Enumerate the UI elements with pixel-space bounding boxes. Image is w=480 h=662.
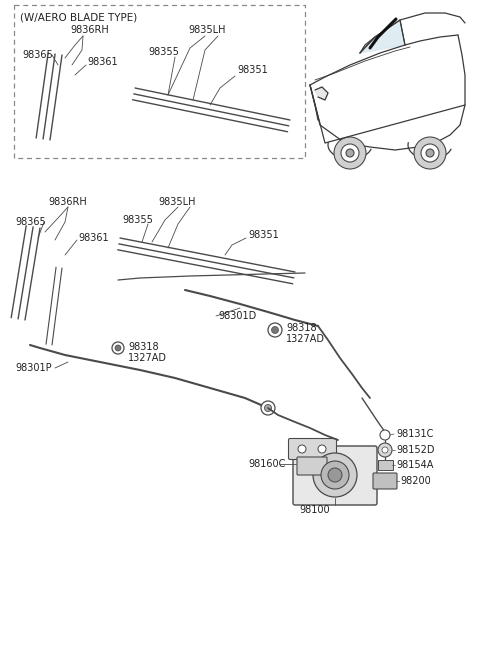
Text: 98361: 98361 <box>87 57 118 67</box>
Circle shape <box>414 137 446 169</box>
FancyBboxPatch shape <box>377 459 393 469</box>
Text: 9835LH: 9835LH <box>188 25 226 35</box>
Text: 9836RH: 9836RH <box>70 25 109 35</box>
Circle shape <box>268 323 282 337</box>
Circle shape <box>318 445 326 453</box>
Circle shape <box>421 144 439 162</box>
Text: 98355: 98355 <box>122 215 153 225</box>
Text: 98301D: 98301D <box>218 311 256 321</box>
Text: 9835LH: 9835LH <box>158 197 195 207</box>
Text: 98200: 98200 <box>400 476 431 486</box>
Text: (W/AERO BLADE TYPE): (W/AERO BLADE TYPE) <box>20 13 137 23</box>
Polygon shape <box>360 20 405 53</box>
Text: 98355: 98355 <box>148 47 179 57</box>
Circle shape <box>313 453 357 497</box>
Text: 98301P: 98301P <box>15 363 52 373</box>
Circle shape <box>264 404 272 412</box>
Circle shape <box>380 430 390 440</box>
FancyBboxPatch shape <box>297 457 327 475</box>
Circle shape <box>378 443 392 457</box>
Text: 98351: 98351 <box>248 230 279 240</box>
Circle shape <box>261 401 275 415</box>
Circle shape <box>321 461 349 489</box>
Text: 98100: 98100 <box>300 505 330 515</box>
Circle shape <box>298 445 306 453</box>
Text: 1327AD: 1327AD <box>286 334 325 344</box>
Circle shape <box>115 345 121 351</box>
Text: 1327AD: 1327AD <box>128 353 167 363</box>
Text: 98318: 98318 <box>128 342 158 352</box>
Text: 98365: 98365 <box>22 50 53 60</box>
Text: 98318: 98318 <box>286 323 317 333</box>
Text: 98131C: 98131C <box>396 429 433 439</box>
FancyBboxPatch shape <box>373 473 397 489</box>
FancyBboxPatch shape <box>293 446 377 505</box>
Text: 98361: 98361 <box>78 233 108 243</box>
Circle shape <box>426 149 434 157</box>
Circle shape <box>334 137 366 169</box>
Circle shape <box>341 144 359 162</box>
Circle shape <box>346 149 354 157</box>
Text: 98160C: 98160C <box>248 459 286 469</box>
Text: 98154A: 98154A <box>396 460 433 470</box>
Text: 98351: 98351 <box>237 65 268 75</box>
Circle shape <box>112 342 124 354</box>
Polygon shape <box>315 87 328 100</box>
Text: 98152D: 98152D <box>396 445 434 455</box>
Circle shape <box>382 447 388 453</box>
Circle shape <box>328 468 342 482</box>
Text: 98365: 98365 <box>15 217 46 227</box>
FancyBboxPatch shape <box>288 438 336 459</box>
Text: 9836RH: 9836RH <box>48 197 87 207</box>
Circle shape <box>272 326 278 334</box>
